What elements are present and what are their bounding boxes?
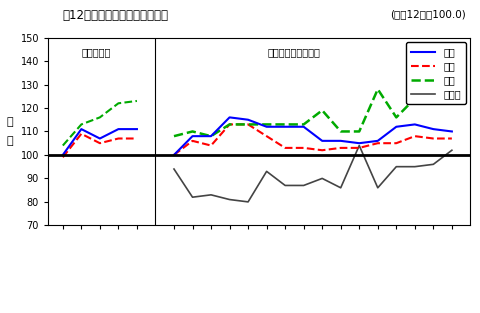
Text: 数: 数 <box>7 136 13 146</box>
Text: 第12図　食料品工業指数の推移: 第12図 食料品工業指数の推移 <box>62 9 168 23</box>
Text: （原指数）: （原指数） <box>82 47 111 57</box>
Text: 指: 指 <box>7 117 13 127</box>
Legend: 生産, 出荷, 在庫, 在庫率: 生産, 出荷, 在庫, 在庫率 <box>406 43 466 104</box>
Text: (平成12年＝100.0): (平成12年＝100.0) <box>390 9 466 19</box>
Text: （季節調整済指数）: （季節調整済指数） <box>268 47 321 57</box>
